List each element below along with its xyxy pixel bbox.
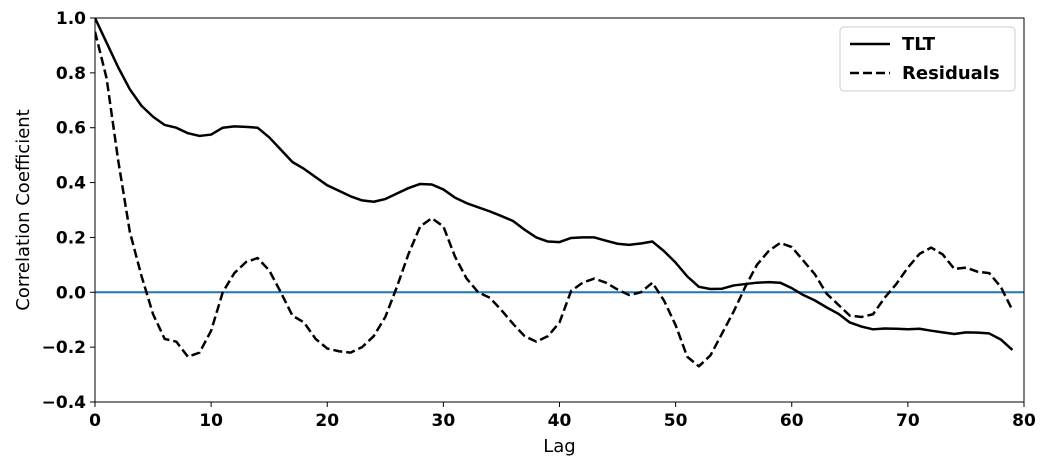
- y-axis-label: Correlation Coefficient: [13, 109, 34, 310]
- x-tick-label: 20: [315, 411, 339, 431]
- y-tick-label: 0.4: [56, 174, 86, 194]
- x-tick-label: 10: [199, 411, 223, 431]
- y-tick-label: 0.8: [56, 64, 86, 84]
- legend-entry-residuals: Residuals: [902, 63, 1000, 84]
- x-tick-label: 70: [896, 411, 920, 431]
- y-tick-label: 0.0: [56, 283, 86, 303]
- series-line-tlt: [95, 18, 1014, 351]
- y-tick-label: 1.0: [56, 9, 86, 29]
- x-tick-label: 80: [1012, 411, 1036, 431]
- y-tick-label: 0.2: [56, 228, 86, 248]
- x-tick-label: 30: [432, 411, 456, 431]
- x-tick-label: 50: [664, 411, 688, 431]
- axes: 0 10 20 30 40 50 60 70 80 −0.4 −0.2 0.0 0.2 0.4 0.6 0.8…: [42, 9, 1036, 431]
- x-tick-label: 40: [548, 411, 572, 431]
- plot-area: [95, 18, 1024, 368]
- legend: TLT Residuals: [839, 26, 1016, 92]
- legend-entry-tlt: TLT: [902, 34, 936, 55]
- y-tick-label: 0.6: [56, 119, 86, 139]
- y-tick-label: −0.4: [42, 393, 87, 413]
- y-tick-label: −0.2: [42, 338, 86, 358]
- x-tick-label: 0: [89, 411, 101, 431]
- series-line-residuals: [95, 31, 1014, 368]
- x-axis-label: Lag: [543, 436, 575, 457]
- x-tick-label: 60: [780, 411, 804, 431]
